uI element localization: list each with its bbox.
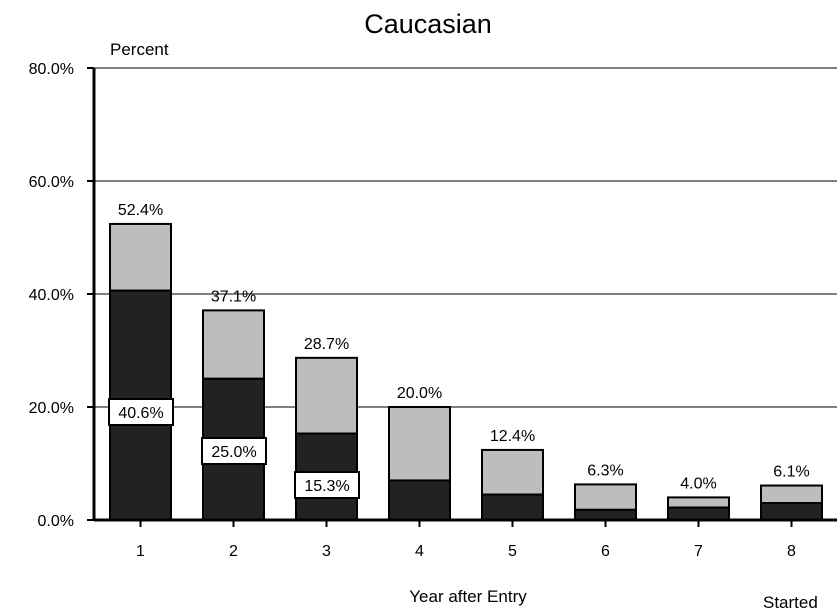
total-label: 52.4% [118,202,163,219]
bar-segment-upper [295,356,358,435]
x-tick-label: 2 [229,543,238,560]
x-tick-label: 4 [415,543,424,560]
y-tick-label: 80.0% [29,61,74,78]
x-tick-label: 8 [787,543,796,560]
y-tick-label: 0.0% [38,513,74,530]
y-tick-label: 20.0% [29,400,74,417]
x-tick-label: 7 [694,543,703,560]
chart-title: Caucasian [364,9,492,39]
x-axis-title: Year after Entry [409,587,527,606]
data-labels: 52.4% 37.1% 28.7% 20.0% 12.4% 6.3% 4.0% 6.1% 40.… [108,202,810,499]
bar-segment-upper [109,222,172,292]
total-label: 20.0% [397,385,442,402]
x-tick-label: 3 [322,543,331,560]
y-tick-label: 60.0% [29,174,74,191]
bar-segment-lower [667,506,730,522]
axes [92,68,837,522]
bar-segment-upper [388,406,451,482]
inner-value-label: 25.0% [201,437,267,465]
total-label: 12.4% [490,428,535,445]
inner-value-label: 40.6% [108,398,174,426]
total-label: 28.7% [304,336,349,353]
bar-segment-lower [388,479,451,522]
bar-segment-upper [760,484,823,505]
inner-value-label: 15.3% [294,471,360,499]
bar-segment-upper [481,448,544,496]
inner-label-box [201,437,267,465]
total-label: 6.1% [773,464,809,481]
x-tick-label: 1 [136,543,145,560]
bar-segment-upper [202,309,265,380]
total-label: 6.3% [587,462,623,479]
inner-label-box [108,398,174,426]
inner-label-text: 25.0% [211,444,256,461]
inner-label-text: 15.3% [304,478,349,495]
total-label: 37.1% [211,288,256,305]
legend-fragment: Started [763,593,818,610]
gridlines [87,67,837,521]
bar-segment-upper [574,483,637,511]
inner-label-text: 40.6% [118,405,163,422]
y-axis-title: Percent [110,40,169,59]
bar-segment-lower [760,502,823,521]
total-label: 4.0% [680,475,716,492]
tick-labels: 0.0% 20.0% 40.0% 60.0% 80.0% 1 2 3 4 5 6 7 8 [29,61,796,560]
x-tick-label: 5 [508,543,517,560]
bar-segment-upper [667,496,730,509]
inner-label-box [294,471,360,499]
bar-segment-lower [481,493,544,522]
x-tick-label: 6 [601,543,610,560]
y-tick-label: 40.0% [29,287,74,304]
bar-segment-lower [574,508,637,521]
